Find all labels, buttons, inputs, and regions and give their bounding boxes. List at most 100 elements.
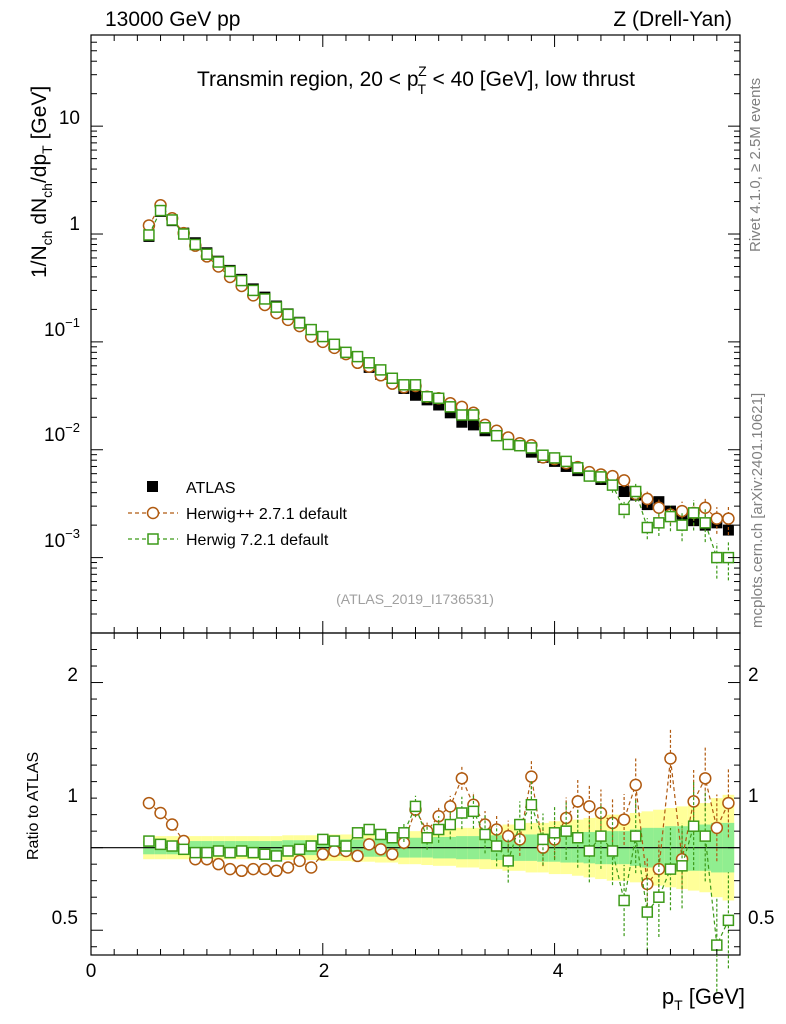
herwigpp-series-point [675, 504, 689, 518]
herwig7-series-point [699, 517, 711, 529]
herwigpp-ratio-point [710, 821, 724, 835]
herwig7-ratio-point [699, 830, 711, 842]
herwig7-series-point [490, 429, 503, 442]
atlas-point [722, 524, 734, 536]
rivet-label: Rivet 4.1.0, ≥ 2.5M events [747, 78, 764, 252]
herwig7-ratio-point [560, 825, 572, 837]
herwig7-ratio-point [317, 833, 329, 846]
herwigpp-ratio-point [258, 862, 272, 876]
y-tick-label-main: 10−1 [44, 315, 80, 341]
herwig7-ratio-point [548, 827, 561, 839]
herwig7-ratio-point [363, 823, 375, 836]
herwigpp-ratio-point [212, 857, 225, 871]
herwig7-ratio-point [432, 823, 445, 836]
herwig7-ratio-point [212, 845, 225, 857]
herwig7-series-point [618, 503, 630, 516]
herwig7-series-point [687, 507, 700, 519]
header-left: 13000 GeV pp [105, 8, 240, 31]
herwig7-ratio-point [328, 835, 341, 847]
herwig7-series-point [317, 330, 329, 343]
herwig7-series-point [386, 372, 399, 385]
herwig7-ratio-point [514, 818, 526, 831]
herwigpp-ratio-point [165, 818, 179, 831]
y-tick-label-ratio: 0.5 [52, 908, 78, 929]
herwig7-ratio-point [687, 820, 700, 832]
herwig7-ratio-point [166, 840, 178, 852]
herwig7-ratio-point [270, 850, 283, 862]
herwigpp-ratio-point [386, 848, 399, 861]
herwig7-ratio-point [664, 863, 677, 875]
herwig7-series-point [224, 265, 236, 278]
herwig7-series-point [572, 462, 584, 474]
tick-marks [90, 34, 741, 955]
herwig7-ratio-point [502, 855, 514, 867]
herwigpp-ratio-point [316, 848, 330, 861]
herwig7-ratio-point [247, 846, 259, 859]
herwig7-ratio-point [456, 807, 468, 819]
ratio-panel [90, 632, 741, 992]
herwig7-series-point [711, 551, 723, 564]
herwig7-series-point [641, 521, 654, 534]
legend-marker-herwig7 [147, 533, 159, 545]
y-tick-label-main: 10−2 [44, 420, 80, 446]
herwigpp-ratio-point [397, 836, 411, 849]
herwig7-ratio-point [143, 835, 155, 847]
herwig7-series-point [305, 323, 317, 336]
herwig7-ratio-point [618, 894, 630, 907]
x-tick-label: 4 [553, 961, 564, 982]
legend-marker-herwigpp [146, 506, 160, 520]
herwigpp-series-point [710, 512, 724, 525]
herwig7-ratio-point [653, 891, 665, 903]
herwig7-ratio-point [259, 848, 271, 861]
herwigpp-series-point [617, 474, 631, 487]
herwig7-series-point [201, 248, 213, 260]
mcplots-label: mcplots.cern.ch [arXiv:2401.10621] [749, 393, 766, 628]
herwigpp-ratio-point [142, 796, 156, 810]
herwigpp-ratio-point [722, 796, 735, 810]
herwigpp-ratio-point [235, 864, 248, 878]
herwig7-ratio-point [351, 827, 364, 839]
herwig7-series-point [502, 438, 514, 451]
herwig7-ratio-point [409, 800, 422, 813]
herwig7-ratio-point [537, 833, 549, 846]
herwig7-ratio-point [467, 805, 480, 818]
herwig7-series-point [154, 204, 167, 217]
herwigpp-ratio-point [583, 800, 596, 813]
herwigpp-ratio-point [374, 843, 387, 856]
herwig7-ratio-point [595, 830, 607, 842]
herwig7-ratio-point [525, 798, 538, 811]
herwig7-ratio-point [201, 846, 213, 859]
herwigpp-series-line [148, 204, 729, 520]
atlas-point [618, 486, 630, 498]
herwig7-series-point [282, 308, 294, 321]
herwig7-ratio-point [224, 846, 236, 859]
x-axis-label: pT [GeV] [662, 984, 745, 1013]
herwig7-series-point [235, 274, 248, 287]
herwigpp-ratio-point [328, 844, 341, 858]
atlas-point [444, 407, 456, 419]
herwig7-ratio-point [293, 843, 306, 856]
herwig7-ratio-point [583, 845, 596, 857]
herwigpp-ratio-point [455, 772, 469, 785]
herwig7-ratio-point [305, 840, 317, 852]
herwig7-series-point [456, 409, 468, 421]
herwig7-series-point [247, 284, 259, 297]
herwig7-ratio-point [711, 939, 723, 951]
herwig7-series-point [328, 338, 341, 351]
herwigpp-ratio-point [270, 864, 283, 878]
herwig7-ratio-point [421, 832, 433, 844]
x-tick-label: 2 [319, 961, 330, 982]
herwig7-series-point [421, 390, 433, 403]
legend-label-herwigpp: Herwig++ 2.7.1 default [186, 506, 348, 523]
herwigpp-ratio-point [698, 772, 712, 785]
herwig7-ratio-point [235, 845, 248, 857]
herwigpp-ratio-point [664, 752, 677, 765]
herwigpp-ratio-point [617, 813, 631, 826]
herwigpp-ratio-point [223, 862, 237, 876]
herwig7-ratio-point [606, 845, 619, 857]
herwig7-series-point [548, 452, 561, 464]
atlas-point [433, 399, 445, 411]
analysis-id: (ATLAS_2019_I1736531) [336, 591, 494, 607]
y-axis-label-main: 1/Nch dNch/dpT [GeV] [28, 86, 55, 278]
